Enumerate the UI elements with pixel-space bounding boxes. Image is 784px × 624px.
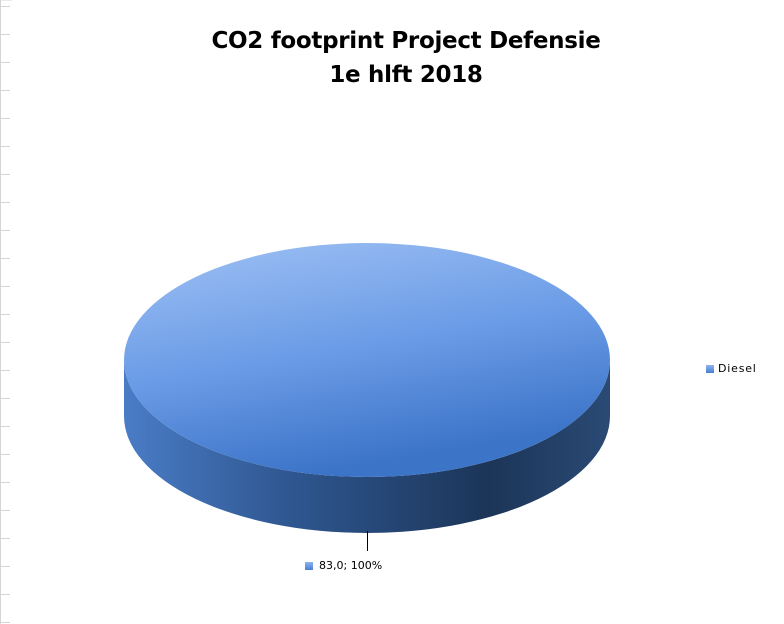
data-label-swatch — [305, 561, 313, 570]
legend-swatch-diesel — [706, 364, 714, 373]
legend-label-diesel: Diesel — [718, 362, 757, 375]
chart-subtitle: 1e hlft 2018 — [329, 62, 483, 88]
data-label-text: 83,0; 100% — [319, 559, 383, 572]
chart-title: CO2 footprint Project Defensie — [211, 28, 601, 54]
chart-area[interactable]: CO2 footprint Project Defensie 1e hlft 2… — [12, 0, 784, 624]
pie-plot — [124, 243, 610, 551]
legend[interactable]: Diesel — [706, 362, 757, 375]
pie-slice-side-diesel[interactable] — [124, 360, 610, 533]
pie-slice-diesel[interactable] — [124, 243, 610, 477]
data-label-diesel: 83,0; 100% — [305, 559, 382, 572]
